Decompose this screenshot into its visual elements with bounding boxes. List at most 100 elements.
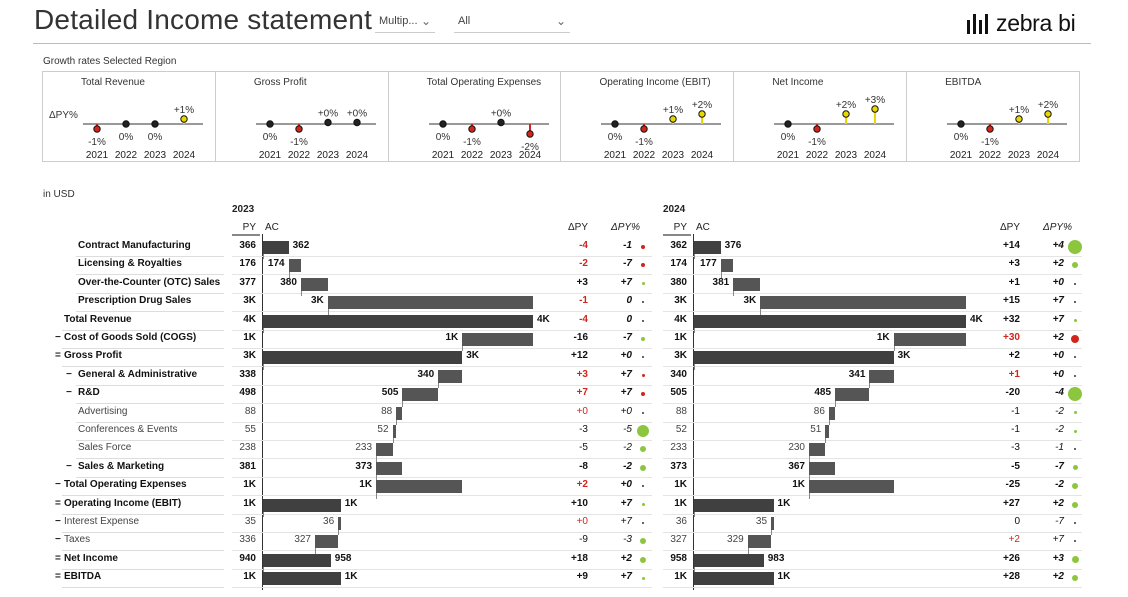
- dpy-value: -3: [1011, 442, 1020, 454]
- kpi-year-label: 2024: [691, 150, 714, 161]
- dpy-value: -5: [579, 442, 588, 454]
- kpi-card: Net Income 0% 2021 -1% 2022 +2% 2023 +3% 2024: [734, 72, 908, 161]
- row-divider: [232, 274, 652, 276]
- row-divider: [62, 568, 224, 570]
- row-divider: [232, 348, 652, 349]
- ac-value: 329: [727, 534, 744, 546]
- row-divider: [76, 440, 224, 441]
- ac-value: 367: [788, 460, 805, 472]
- dpy-value: +2: [1008, 350, 1020, 362]
- dpy-pct-value: +7: [1052, 313, 1064, 325]
- kpi-value-label: -1%: [463, 137, 481, 148]
- bar-connector: [315, 548, 316, 554]
- dpy-pct-value: -1: [1055, 442, 1064, 454]
- dpy-pct-value: -2: [1055, 479, 1064, 491]
- ac-axis: [693, 234, 694, 590]
- bar-connector: [376, 493, 378, 499]
- bar-connector: [263, 327, 264, 333]
- bar-connector: [828, 419, 830, 425]
- kpi-value-label: +0%: [318, 109, 338, 120]
- kpi-point: [295, 125, 303, 133]
- dpy-value: -4: [579, 313, 588, 325]
- ac-value: 340: [417, 368, 435, 380]
- row-label: Operating Income (EBIT): [64, 497, 182, 509]
- ac-bar: [809, 443, 826, 457]
- row-operator: −: [55, 332, 61, 343]
- dpy-value: -5: [1011, 460, 1020, 472]
- row-divider: [232, 292, 652, 294]
- dpy-pct-value: +7: [1052, 534, 1064, 546]
- row-divider: [232, 568, 652, 570]
- kpi-card: Total Revenue ΔPY% -1% 2021 0% 2022 0% 2023 +1% 2…: [43, 72, 216, 161]
- dpy-value: -2: [579, 258, 588, 270]
- dpy-pct-value: -7: [1055, 460, 1064, 472]
- dpy-pct-value: +7: [1052, 295, 1064, 307]
- dpy-pct-dot: [1072, 483, 1078, 490]
- py-value: 373: [670, 460, 687, 472]
- dpy-pct-value: +2: [1052, 571, 1064, 583]
- dpy-pct-value: +2: [620, 552, 632, 564]
- dpy-pct-value: +2: [1052, 497, 1064, 509]
- dpy-value: +0: [576, 516, 588, 527]
- kpi-panel: Total Revenue ΔPY% -1% 2021 0% 2022 0% 2023 +1% 2…: [42, 71, 1080, 162]
- ac-bar: [438, 369, 463, 383]
- row-label: General & Administrative: [78, 368, 198, 380]
- row-divider: [76, 421, 224, 423]
- row-operator: −: [55, 479, 61, 491]
- bar-connector: [835, 401, 837, 407]
- row-label: Licensing & Royalties: [78, 258, 182, 270]
- row-divider: [232, 550, 652, 552]
- ac-bar: [376, 480, 463, 494]
- ac-value: 1K: [359, 479, 373, 491]
- ac-value: 1K: [876, 332, 890, 343]
- row-divider: [663, 532, 1082, 533]
- row-divider: [232, 421, 652, 423]
- bar-connector: [288, 272, 290, 278]
- row-divider: [62, 348, 224, 349]
- ac-bar: [694, 553, 764, 567]
- kpi-point: [324, 118, 332, 127]
- kpi-year-label: 2021: [259, 150, 282, 161]
- dpy-pct-value: +7: [620, 497, 632, 509]
- kpi-value-label: +1%: [663, 105, 683, 116]
- py-value: 3K: [243, 295, 256, 307]
- kpi-value-label: 0%: [119, 132, 134, 143]
- py-value: 35: [244, 516, 256, 527]
- dpy-value: +30: [1003, 332, 1020, 343]
- dpy-value: -9: [579, 534, 588, 546]
- multiple-select-value: Multip...: [379, 15, 418, 27]
- kpi-point: [1044, 110, 1052, 118]
- kpi-year-label: 2024: [173, 150, 196, 161]
- dpy-pct-value: +7: [620, 368, 632, 380]
- ac-bar: [263, 351, 463, 365]
- py-value: 88: [244, 405, 256, 417]
- region-select[interactable]: All ⌄: [454, 11, 570, 33]
- ac-value: 958: [334, 552, 352, 564]
- kpi-year-label: 2023: [1008, 150, 1031, 161]
- dpy-pct-dot: [640, 464, 646, 471]
- py-value: 238: [239, 442, 256, 454]
- dpy-pct-dot: [1071, 556, 1079, 564]
- row-operator: −: [66, 368, 72, 380]
- kpi-year-label: 2022: [115, 150, 138, 161]
- dpy-pct-dot: [1074, 522, 1076, 524]
- region-select-value: All: [458, 15, 471, 27]
- bar-connector: [694, 364, 695, 370]
- zebra-bi-logo: zebra bi: [967, 10, 1076, 36]
- row-divider: [232, 366, 652, 368]
- row-divider: [663, 384, 1082, 386]
- ac-bar: [376, 443, 393, 457]
- bar-connector: [809, 493, 810, 499]
- kpi-title: EBITDA: [945, 77, 982, 88]
- kpi-point: [438, 120, 447, 128]
- row-divider: [232, 495, 652, 497]
- header: Detailed Income statement Multip... ⌄ Al…: [0, 0, 1128, 46]
- multiple-select[interactable]: Multip... ⌄: [375, 11, 435, 33]
- ac-value: 3K: [466, 350, 480, 362]
- ac-value: 4K: [970, 313, 983, 325]
- ac-value: 376: [724, 240, 742, 251]
- py-value: 380: [670, 276, 687, 288]
- dpy-value: +2: [1008, 534, 1020, 546]
- py-value: 1K: [243, 571, 256, 583]
- row-label: Sales & Marketing: [78, 460, 165, 472]
